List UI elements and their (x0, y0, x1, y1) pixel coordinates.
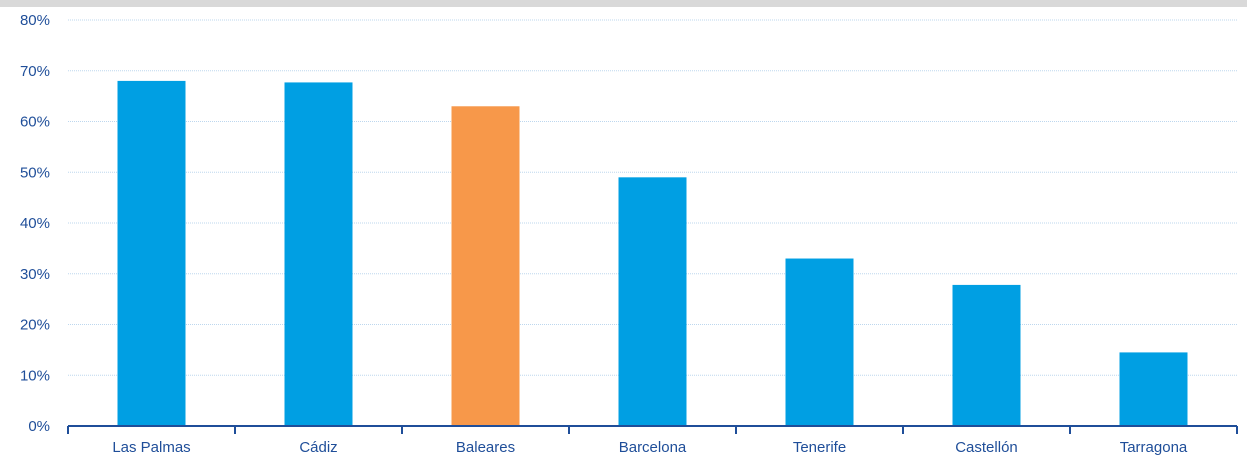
y-tick-label: 60% (20, 114, 50, 131)
bars (117, 80, 1188, 427)
x-tick-label: Castellón (955, 439, 1018, 456)
y-tick-label: 80% (20, 12, 50, 29)
bar (451, 106, 520, 427)
x-axis-labels: Las Palmas Cádiz Baleares Barcelona Tenerife… (112, 439, 1188, 456)
gridlines (68, 19, 1237, 376)
x-tick-label: Tenerife (793, 439, 846, 456)
bar (785, 258, 854, 426)
x-tick-label: Baleares (456, 439, 515, 456)
top-band (0, 0, 1247, 7)
y-tick-label: 20% (20, 317, 50, 334)
y-tick-label: 30% (20, 266, 50, 283)
bar (618, 177, 687, 426)
bar (1119, 352, 1188, 426)
y-tick-label: 50% (20, 164, 50, 181)
y-tick-label: 70% (20, 63, 50, 80)
x-tick-label: Barcelona (619, 439, 687, 456)
x-tick-label: Tarragona (1120, 439, 1188, 456)
x-tick-label: Cádiz (299, 439, 337, 456)
bar (284, 82, 353, 427)
y-tick-label: 10% (20, 367, 50, 384)
bar (952, 284, 1021, 426)
y-axis-ticks: 0% 10% 20% 30% 40% 50% 60% 70% 80% (20, 12, 50, 435)
y-tick-label: 0% (28, 418, 50, 435)
bar (117, 80, 186, 427)
x-axis (67, 425, 1238, 434)
y-tick-label: 40% (20, 215, 50, 232)
x-tick-label: Las Palmas (112, 439, 190, 456)
